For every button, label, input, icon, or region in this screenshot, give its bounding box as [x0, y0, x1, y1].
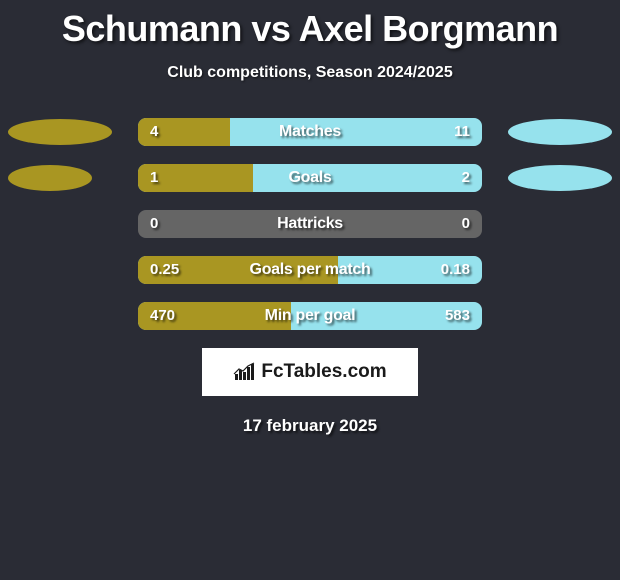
stat-left-value: 4 [150, 118, 158, 146]
stat-right-value: 0 [462, 210, 470, 238]
stat-bar: Matches [138, 118, 482, 146]
comparison-subtitle: Club competitions, Season 2024/2025 [0, 64, 620, 82]
comparison-title: Schumann vs Axel Borgmann [0, 0, 620, 50]
stat-row: Goals 1 2 [0, 164, 620, 192]
stat-row: Hattricks 0 0 [0, 210, 620, 238]
player1-token [8, 119, 112, 145]
stat-label: Hattricks [138, 210, 482, 238]
stat-label: Goals per match [138, 256, 482, 284]
bar-chart-icon [233, 362, 257, 382]
stat-row: Matches 4 11 [0, 118, 620, 146]
stat-right-value: 0.18 [441, 256, 470, 284]
stat-left-value: 0 [150, 210, 158, 238]
stat-row: Min per goal 470 583 [0, 302, 620, 330]
player2-token [508, 165, 612, 191]
stat-rows: Matches 4 11 Goals 1 2 Hattricks 0 0 Goa… [0, 118, 620, 330]
stat-bar: Goals [138, 164, 482, 192]
stat-bar: Hattricks [138, 210, 482, 238]
logo-text: FcTables.com [261, 361, 386, 383]
stat-label: Matches [138, 118, 482, 146]
fctables-logo[interactable]: FcTables.com [202, 348, 418, 396]
stat-label: Goals [138, 164, 482, 192]
stat-label: Min per goal [138, 302, 482, 330]
stat-left-value: 1 [150, 164, 158, 192]
stat-right-value: 583 [445, 302, 470, 330]
stat-right-value: 11 [454, 118, 470, 146]
snapshot-date: 17 february 2025 [0, 416, 620, 436]
player2-token [508, 119, 612, 145]
stat-bar: Min per goal [138, 302, 482, 330]
stat-left-value: 470 [150, 302, 175, 330]
stat-left-value: 0.25 [150, 256, 179, 284]
stat-row: Goals per match 0.25 0.18 [0, 256, 620, 284]
player1-token [8, 165, 92, 191]
stat-bar: Goals per match [138, 256, 482, 284]
stat-right-value: 2 [462, 164, 470, 192]
